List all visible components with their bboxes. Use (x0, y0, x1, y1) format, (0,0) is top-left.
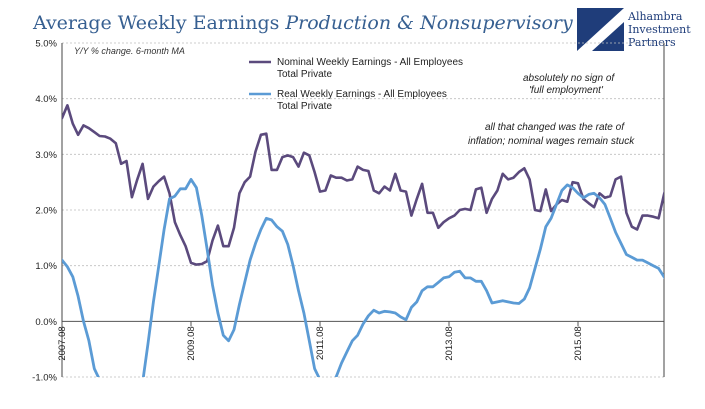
legend-nominal-line2: Total Private (277, 69, 332, 80)
chart-subtitle: Y/Y % change. 6-month MA (74, 46, 185, 56)
y-tick-label-0: 5.0% (35, 39, 57, 50)
series-line-real (62, 177, 664, 377)
logo-text-1: Alhambra (627, 10, 683, 23)
x-tick-label-2: 2011.08 (315, 326, 326, 360)
y-axis-ticks: 5.0% 4.0% 3.0% 2.0% 1.0% 0.0% -1.0% (32, 39, 57, 384)
series-group (62, 104, 664, 377)
legend-nominal-line1: Nominal Weekly Earnings - All Employees (277, 57, 463, 68)
x-tick-label-4: 2015.08 (573, 326, 584, 360)
y-tick-label-1: 4.0% (35, 94, 57, 105)
grid (61, 42, 665, 378)
y-tick-label-6: -1.0% (32, 373, 57, 384)
logo: Alhambra Investment Partners (577, 8, 691, 51)
x-tick-label-1: 2009.08 (186, 326, 197, 360)
legend-real-line1: Real Weekly Earnings - All Employees (277, 89, 447, 100)
x-tick-label-3: 2013.08 (444, 326, 455, 360)
x-tick-label-0: 2007.08 (57, 326, 68, 360)
annotation-2-line2: inflation; nominal wages remain stuck (468, 136, 635, 147)
x-axis-ticks: 2007.08 2009.08 2011.08 2013.08 2015.08 (57, 321, 584, 361)
annotation-2-line1: all that changed was the rate of (485, 122, 625, 133)
legend-real-line2: Total Private (277, 101, 332, 112)
annotation-1-line1: absolutely no sign of (523, 73, 615, 84)
legend: Nominal Weekly Earnings - All Employees … (249, 57, 463, 112)
series-line-nominal (62, 104, 664, 266)
chart-title-italic: Production & Nonsupervisory (284, 12, 573, 34)
logo-mark-slash (577, 8, 624, 51)
logo-text-2: Investment (628, 23, 691, 36)
chart-title-main: Average Weekly Earnings (32, 12, 279, 34)
chart-title: Average Weekly Earnings Production & Nons… (32, 12, 573, 34)
logo-text-3: Partners (628, 36, 676, 49)
y-tick-label-2: 3.0% (35, 150, 57, 161)
y-tick-label-3: 2.0% (35, 206, 57, 217)
y-tick-label-4: 1.0% (35, 261, 57, 272)
y-tick-label-5: 0.0% (35, 317, 57, 328)
annotation-1-line2: 'full employment' (529, 85, 604, 96)
